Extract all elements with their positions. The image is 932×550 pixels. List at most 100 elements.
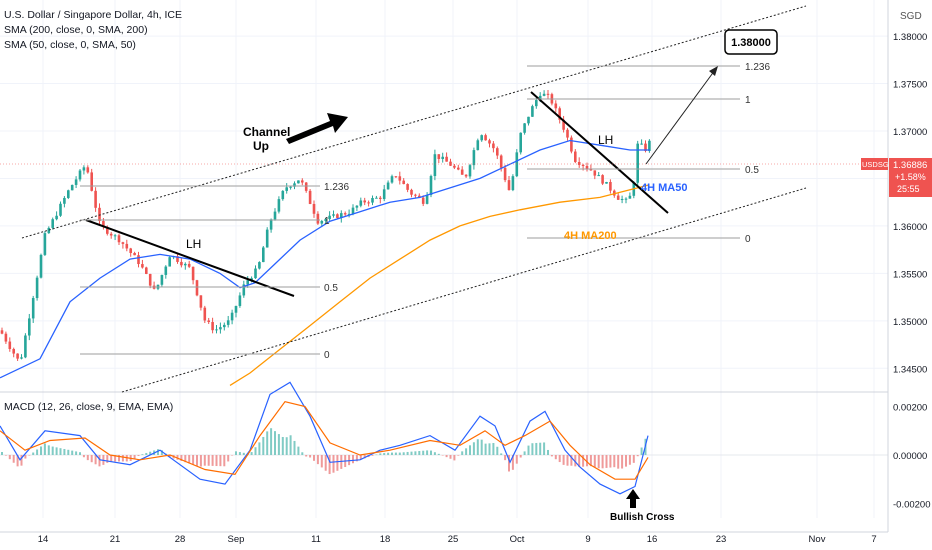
projection-arrowhead	[709, 66, 718, 76]
candle-body-41	[160, 274, 164, 285]
macd-bar-110	[430, 450, 432, 455]
macd-bar-138	[539, 442, 542, 455]
macd-bar-37	[145, 452, 148, 455]
macd-bar-43	[168, 455, 171, 458]
candle-body-137	[535, 100, 538, 107]
macd-bar-45	[176, 455, 179, 460]
macd-bar-162	[632, 455, 635, 463]
candle-body-61	[238, 295, 242, 306]
macd-bar-104	[406, 451, 409, 455]
candle-body-49	[191, 266, 195, 281]
price-tick-4: 1.36000	[893, 222, 927, 233]
lh-label-left: LH	[186, 237, 201, 251]
candle-body-160	[624, 198, 628, 200]
macd-bar-65	[254, 447, 257, 455]
macd-bar-82	[320, 455, 323, 468]
macd-bar-49	[192, 455, 195, 465]
macd-bar-140	[547, 449, 549, 455]
macd-bar-114	[445, 455, 448, 458]
candle-body-37	[145, 267, 148, 274]
macd-bar-103	[402, 452, 405, 455]
candle-body-4	[16, 353, 19, 359]
macd-tick-1: 0.00000	[893, 451, 927, 462]
candle-body-31	[121, 242, 125, 244]
macd-bar-12	[47, 445, 50, 455]
macd-bar-151	[589, 455, 592, 467]
candle-body-50	[195, 280, 199, 296]
macd-bar-24	[94, 455, 97, 465]
candle-body-8	[31, 298, 35, 319]
fib-left-label-2: 0.5	[324, 283, 338, 294]
candle-body-19	[74, 179, 78, 185]
candle-body-102	[398, 176, 402, 181]
candle-body-23	[90, 172, 93, 191]
macd-bar-108	[422, 450, 425, 455]
macd-bar-164	[640, 447, 643, 455]
macd-bar-160	[625, 455, 627, 467]
macd-bar-105	[410, 451, 413, 455]
candle-body-28	[109, 233, 113, 236]
candle-body-124	[484, 135, 487, 141]
candle-body-110	[429, 176, 433, 196]
macd-bar-67	[262, 436, 265, 455]
candle-body-26	[102, 221, 105, 227]
candle-body-81	[316, 213, 320, 224]
candle-body-112	[437, 154, 441, 160]
candle-body-159	[620, 199, 624, 201]
price-tag-change: +1.58%	[895, 172, 926, 182]
candle-body-97	[379, 197, 382, 199]
candle-body-34	[133, 253, 136, 256]
time-tick-11: Nov	[809, 534, 826, 545]
candle-body-139	[542, 93, 546, 96]
macd-bar-144	[562, 455, 565, 465]
candle-body-69	[269, 219, 273, 230]
sma50-legend: SMA (50, close, 0, SMA, 50)	[4, 39, 136, 51]
time-tick-12: 7	[871, 534, 876, 545]
macd-bar-55	[215, 455, 218, 467]
macd-bar-92	[359, 455, 362, 460]
candle-body-94	[367, 202, 370, 204]
time-tick-8: 9	[585, 534, 590, 545]
candle-body-14	[55, 215, 58, 220]
macd-bar-98	[383, 453, 386, 455]
candle-body-99	[386, 182, 390, 190]
candle-body-92	[359, 200, 363, 206]
channel-lower-line	[121, 187, 807, 393]
symbol-tag-text: USDSGD	[862, 160, 895, 169]
candle-body-3	[12, 348, 15, 354]
macd-bar-106	[414, 451, 417, 455]
macd-bar-22	[86, 455, 89, 461]
macd-bar-71	[277, 434, 280, 455]
macd-line	[0, 381, 649, 495]
lh-label-right: LH	[598, 133, 613, 147]
macd-bar-34	[133, 455, 136, 459]
candle-body-118	[460, 169, 464, 175]
candle-body-63	[246, 280, 249, 285]
macd-bar-72	[281, 436, 284, 455]
sma200-legend: SMA (200, close, 0, SMA, 200)	[4, 24, 148, 36]
candle-body-125	[488, 140, 491, 144]
candle-body-156	[609, 181, 612, 191]
macd-bar-152	[593, 455, 596, 468]
macd-bar-155	[605, 455, 608, 468]
macd-bar-149	[582, 455, 585, 467]
candle-body-55	[215, 329, 218, 331]
candle-body-104	[406, 184, 409, 190]
candle-body-20	[78, 170, 82, 180]
macd-bar-118	[461, 451, 464, 455]
candle-body-121	[472, 150, 476, 166]
candle-body-143	[558, 108, 561, 120]
chart-legend: U.S. Dollar / Singapore Dollar, 4h, ICE …	[4, 8, 182, 53]
macd-bar-77	[301, 452, 304, 455]
macd-bar-68	[266, 431, 269, 455]
candle-body-56	[219, 327, 222, 330]
candle-body-22	[86, 167, 90, 173]
macd-bar-41	[160, 450, 163, 455]
macd-bar-123	[480, 439, 483, 455]
candle-body-103	[402, 180, 405, 185]
candle-body-150	[585, 166, 589, 169]
candle-body-13	[51, 219, 54, 228]
macd-bar-146	[570, 455, 573, 466]
candle-body-128	[499, 155, 503, 168]
